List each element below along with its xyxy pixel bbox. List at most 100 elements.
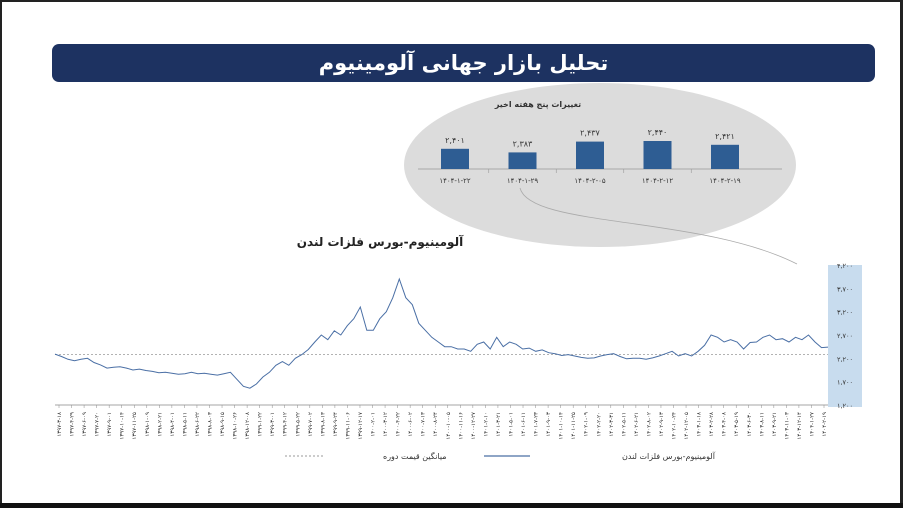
x-tick-label: ۱۴۰۰-۱۱-۱۶	[458, 412, 464, 440]
x-tick-label: ۱۳۹۹-۸-۱۳	[320, 412, 326, 437]
x-tick-label: ۱۳۹۸-۱۰-۲۶	[233, 412, 239, 440]
x-tick-label: ۱۴۰۲-۳-۳۱	[609, 412, 615, 437]
x-tick-label: ۱۴۰۰-۸-۲۴	[433, 412, 439, 437]
x-tick-label: ۱۴۰۱-۵-۰۱	[508, 412, 514, 437]
y-axis-band	[828, 265, 862, 407]
x-tick-label: ۱۳۹۹-۷-۰۲	[308, 412, 314, 437]
x-tick-label: ۱۳۹۹-۵-۲۲	[295, 412, 301, 437]
y-tick-label: ۲,۷۰۰	[837, 332, 853, 340]
y-tick-label: ۱,۲۰۰	[837, 402, 853, 410]
x-tick-label: ۱۳۹۸-۵-۱۱	[182, 412, 188, 437]
x-tick-label: ۱۳۹۷-۶-۰۹	[82, 412, 88, 437]
x-tick-label: ۱۴۰۲-۹-۱۳	[659, 412, 665, 437]
line-chart-title: آلومینیوم-بورس فلزات لندن	[297, 234, 464, 250]
title-banner: تحلیل بازار جهانی آلومینیوم	[52, 44, 875, 82]
inset-bar-value: ۲,۴۰۱	[445, 136, 465, 145]
x-tick-label: ۱۴۰۳-۱۲-۱۴	[797, 412, 803, 440]
y-axis-ticks: ۱,۲۰۰ ۱,۷۰۰ ۲,۲۰۰ ۲,۷۰۰ ۳,۲۰۰ ۳,۷۰۰ ۴,۲۰۰	[837, 262, 853, 410]
x-tick-label: ۱۴۰۰-۳-۱۲	[383, 412, 389, 437]
x-tick-label: ۱۴۰۰-۲-۰۱	[371, 412, 377, 437]
x-tick-label: ۱۴۰۲-۲-۲۰	[596, 412, 602, 437]
legend-series-label: آلومینیوم-بورس فلزات لندن	[622, 451, 716, 461]
x-tick-label: ۱۳۹۹-۱۱-۰۶	[345, 412, 351, 440]
x-tick-label: ۱۴۰۴-۱-۲۷	[809, 412, 815, 437]
x-tick-label: ۱۳۹۷-۱۰-۱۴	[120, 412, 126, 440]
connector-curve	[519, 187, 798, 265]
x-axis-ticks: ۱۳۹۷-۳-۱۸ ۱۳۹۷-۴-۲۹ ۱۳۹۷-۶-۰۹ ۱۳۹۷-۷-۲۰ ۱۳۹۷…	[57, 405, 828, 440]
inset-bar-value: ۲,۴۴۰	[648, 128, 668, 137]
x-tick-label: ۱۴۰۰-۱۰-۰۵	[446, 412, 452, 440]
inset-bar	[576, 141, 604, 169]
x-tick-label: ۱۴۰۲-۶-۲۱	[634, 412, 640, 437]
y-tick-label: ۳,۷۰۰	[837, 285, 853, 293]
inset-bar	[508, 152, 537, 169]
x-tick-label: ۱۴۰۴-۲-۱۹	[822, 412, 828, 437]
x-tick-label: ۱۳۹۹-۱۲-۱۷	[358, 412, 364, 440]
price-series-line	[54, 277, 829, 389]
frame-top	[0, 0, 903, 2]
inset-category-label: ۱۴۰۴-۲-۱۹	[709, 177, 741, 185]
x-tick-label: ۱۴۰۱-۱۰-۱۴	[559, 412, 565, 440]
x-tick-label: ۱۴۰۲-۱-۰۹	[584, 412, 590, 437]
inset-bar-value: ۲,۴۳۷	[580, 129, 600, 138]
inset-category-label: ۱۴۰۴-۲-۰۵	[574, 177, 606, 185]
x-tick-label: ۱۳۹۹-۳-۰۱	[270, 412, 276, 437]
x-tick-label: ۱۳۹۷-۱۱-۲۵	[132, 412, 138, 440]
page-title: تحلیل بازار جهانی آلومینیوم	[318, 51, 609, 75]
x-tick-label: ۱۴۰۲-۸-۰۲	[646, 412, 652, 437]
inset-category-label: ۱۴۰۴-۱-۲۲	[439, 177, 471, 185]
x-tick-label: ۱۳۹۷-۹-۰۱	[107, 412, 113, 437]
legend-average-label: میانگین قیمت دوره	[383, 451, 447, 461]
inset-bar-value: ۲,۳۸۳	[513, 139, 533, 148]
y-tick-label: ۳,۲۰۰	[837, 309, 853, 317]
x-tick-label: ۱۴۰۰-۶-۰۲	[408, 412, 414, 437]
x-tick-label: ۱۴۰۳-۵-۱۹	[734, 412, 740, 437]
y-tick-label: ۲,۲۰۰	[837, 355, 853, 363]
x-tick-label: ۱۴۰۲-۵-۱۱	[621, 412, 627, 437]
y-tick-label: ۴,۲۰۰	[837, 262, 853, 270]
x-tick-label: ۱۴۰۳-۶-۳۰	[747, 412, 753, 437]
x-tick-label: ۱۴۰۳-۱۱-۰۳	[784, 412, 790, 440]
inset-bar	[711, 144, 739, 169]
inset-bar	[441, 148, 469, 169]
x-tick-label: ۱۳۹۸-۸-۰۳	[207, 412, 213, 437]
x-tick-label: ۱۴۰۱-۳-۲۱	[496, 412, 502, 437]
x-tick-label: ۱۳۹۸-۶-۲۲	[195, 412, 201, 437]
x-tick-label: ۱۴۰۲-۱۲-۰۵	[684, 412, 690, 440]
frame-right	[900, 0, 903, 508]
frame-bottom	[0, 503, 903, 508]
x-tick-label: ۱۴۰۳-۸-۱۱	[759, 412, 765, 437]
x-tick-label: ۱۴۰۰-۱۲-۲۷	[471, 412, 477, 440]
x-tick-label: ۱۳۹۹-۴-۱۲	[283, 412, 289, 437]
x-tick-label: ۱۴۰۰-۴-۲۲	[396, 412, 402, 437]
x-tick-label: ۱۴۰۰-۷-۱۳	[421, 412, 427, 437]
x-tick-label: ۱۴۰۱-۶-۱۱	[521, 412, 527, 437]
inset-category-label: ۱۴۰۴-۲-۱۲	[642, 177, 674, 185]
inset-bar	[643, 141, 672, 169]
inset-category-label: ۱۴۰۴-۱-۲۹	[507, 177, 539, 185]
y-tick-label: ۱,۷۰۰	[837, 379, 853, 387]
x-tick-label: ۱۴۰۳-۱-۱۸	[697, 412, 703, 437]
x-tick-label: ۱۳۹۸-۴-۰۱	[170, 412, 176, 437]
frame-left	[0, 0, 2, 508]
inset-bars: ۲,۴۰۱ ۱۴۰۴-۱-۲۲ ۲,۳۸۳ ۱۴۰۴-۱-۲۹ ۲,۴۳۷ ۱۴۰۴-۲-…	[439, 128, 741, 185]
x-tick-label: ۱۴۰۱-۱۱-۲۵	[571, 412, 577, 440]
x-tick-label: ۱۳۹۸-۹-۱۵	[220, 412, 226, 437]
x-tick-label: ۱۳۹۸-۱۲-۰۸	[245, 412, 251, 440]
x-tick-label: ۱۳۹۸-۱-۰۹	[145, 412, 151, 437]
x-tick-label: ۱۳۹۷-۴-۲۹	[70, 412, 76, 437]
x-tick-label: ۱۴۰۱-۹-۰۳	[546, 412, 552, 437]
inset-bar-value: ۲,۴۲۱	[715, 132, 735, 141]
x-tick-label: ۱۴۰۳-۹-۲۱	[772, 412, 778, 437]
x-tick-label: ۱۳۹۹-۱-۲۲	[258, 412, 264, 437]
x-tick-label: ۱۳۹۸-۲-۲۱	[157, 412, 163, 437]
inset-title: تغییرات پنج هفته اخیر	[494, 100, 581, 109]
x-tick-label: ۱۴۰۲-۱۰-۲۴	[672, 412, 678, 440]
x-tick-label: ۱۳۹۷-۳-۱۸	[57, 412, 63, 437]
x-tick-label: ۱۴۰۳-۴-۰۸	[722, 412, 728, 437]
x-tick-label: ۱۴۰۱-۲-۱۰	[483, 412, 489, 437]
x-tick-label: ۱۳۹۹-۹-۲۴	[333, 412, 339, 437]
x-tick-label: ۱۴۰۳-۲-۲۸	[709, 412, 715, 437]
x-tick-label: ۱۴۰۱-۷-۲۳	[534, 412, 540, 437]
